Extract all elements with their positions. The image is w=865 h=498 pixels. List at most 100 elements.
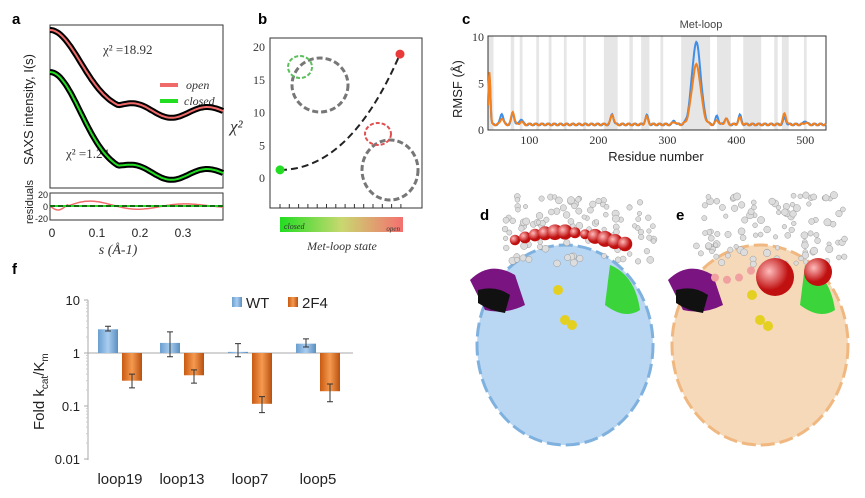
bar-2f4-loop19	[122, 353, 142, 381]
chi2-ylabel: χ²	[228, 117, 243, 136]
ensemble-sphere	[638, 233, 645, 240]
ensemble-sphere	[632, 223, 638, 229]
ensemble-sphere	[503, 244, 510, 252]
f-category-label: loop19	[97, 471, 142, 488]
rmsf-ylabel: RMSF (Å)	[450, 60, 465, 118]
f-ytick: 1	[73, 346, 80, 361]
ensemble-sphere	[525, 256, 533, 263]
f-ylabel: Fold kcat/Km	[31, 353, 51, 430]
legend-2f4-swatch	[288, 297, 298, 307]
colored-sphere	[747, 266, 755, 275]
ensemble-sphere	[564, 254, 571, 261]
metal-ion-sphere	[560, 315, 570, 325]
ensemble-sphere	[626, 204, 633, 211]
panel-label-d: d	[480, 207, 489, 224]
ensemble-sphere	[747, 208, 755, 216]
ensemble-sphere	[502, 235, 509, 241]
chi2-ytick: 0	[259, 171, 265, 185]
ensemble-sphere	[781, 224, 787, 230]
ensemble-sphere	[693, 242, 700, 250]
ensemble-sphere	[738, 201, 746, 209]
ensemble-sphere	[537, 243, 543, 250]
colored-sphere	[557, 224, 573, 240]
panel-e-structure-2f4	[668, 191, 850, 447]
ensemble-sphere	[757, 216, 765, 224]
ensemble-sphere	[752, 232, 759, 238]
ensemble-sphere	[836, 254, 842, 261]
ensemble-sphere	[613, 228, 620, 236]
error-bar	[259, 396, 265, 414]
rmsf-ytick: 0	[478, 123, 484, 137]
ensemble-sphere	[603, 204, 610, 210]
metal-ion-sphere	[567, 320, 577, 330]
metal-ion-sphere	[755, 315, 765, 325]
ensemble-sphere	[709, 248, 715, 255]
colored-sphere	[617, 236, 633, 252]
ensemble-sphere	[801, 241, 809, 249]
panel-label-c: c	[462, 11, 470, 28]
chi2-open-annotation: χ² =18.92	[102, 42, 153, 57]
ensemble-sphere	[538, 195, 545, 202]
ensemble-sphere	[727, 246, 734, 253]
ensemble-sphere	[563, 211, 571, 219]
ensemble-sphere	[541, 244, 550, 253]
shaded-region	[660, 36, 664, 130]
res-ytick: 0	[43, 202, 48, 212]
error-bar	[303, 338, 309, 348]
ensemble-sphere	[751, 204, 757, 211]
shaded-region	[536, 36, 540, 130]
ensemble-sphere	[548, 208, 555, 216]
ensemble-sphere	[841, 235, 848, 243]
shaded-region	[803, 36, 807, 130]
ensemble-sphere	[775, 204, 781, 211]
open-fit-curve	[49, 29, 224, 119]
protein-closed-thumbnail	[287, 55, 350, 114]
shaded-region	[519, 36, 523, 130]
ensemble-sphere	[768, 197, 776, 205]
ensemble-sphere	[697, 250, 704, 257]
ensemble-sphere	[636, 199, 644, 206]
ensemble-sphere	[713, 242, 719, 248]
ensemble-sphere	[650, 238, 657, 244]
ensemble-sphere	[788, 226, 795, 233]
large-sphere	[804, 258, 832, 286]
colored-sphere	[519, 231, 531, 244]
saxs-plot-frame	[49, 24, 224, 189]
rmsf-xtick: 500	[796, 133, 814, 147]
error-bar	[327, 383, 333, 403]
ensemble-sphere	[646, 234, 653, 241]
ensemble-sphere	[822, 194, 830, 202]
ensemble-sphere	[595, 197, 602, 205]
ensemble-sphere	[781, 208, 789, 216]
ensemble-sphere	[576, 254, 584, 262]
saxs-xtick: 0.3	[175, 226, 192, 240]
colored-sphere	[723, 275, 731, 284]
bar-2f4-loop13	[184, 353, 204, 376]
ensemble-sphere	[789, 201, 796, 208]
met-loop-ensemble-spheres	[693, 191, 848, 284]
rmsf-ytick: 5	[478, 77, 484, 91]
ensemble-sphere	[740, 248, 748, 257]
shaded-region	[774, 36, 778, 130]
ensemble-sphere	[645, 214, 652, 221]
ensemble-sphere	[575, 222, 584, 230]
ensemble-sphere	[737, 227, 746, 236]
ensemble-sphere	[575, 207, 583, 215]
ensemble-sphere	[802, 191, 810, 199]
ensemble-sphere	[535, 212, 544, 220]
ensemble-sphere	[793, 260, 799, 266]
bar-2f4-loop7	[252, 353, 272, 404]
panel-d-structure-wt	[470, 193, 658, 447]
ensemble-sphere	[823, 218, 832, 227]
rmsf-xtick: 400	[727, 133, 745, 147]
panel-a-saxs: SAXS intensity, I(s) residuals 20 0 -20 …	[21, 24, 225, 258]
ensemble-sphere	[806, 201, 812, 207]
ensemble-sphere	[798, 255, 804, 262]
ensemble-sphere	[763, 249, 771, 257]
open-state-point	[395, 49, 405, 59]
ensemble-sphere	[571, 202, 578, 210]
ensemble-sphere	[797, 193, 803, 199]
ensemble-sphere	[501, 225, 509, 233]
ensemble-sphere	[567, 218, 575, 225]
ensemble-sphere	[559, 204, 567, 212]
